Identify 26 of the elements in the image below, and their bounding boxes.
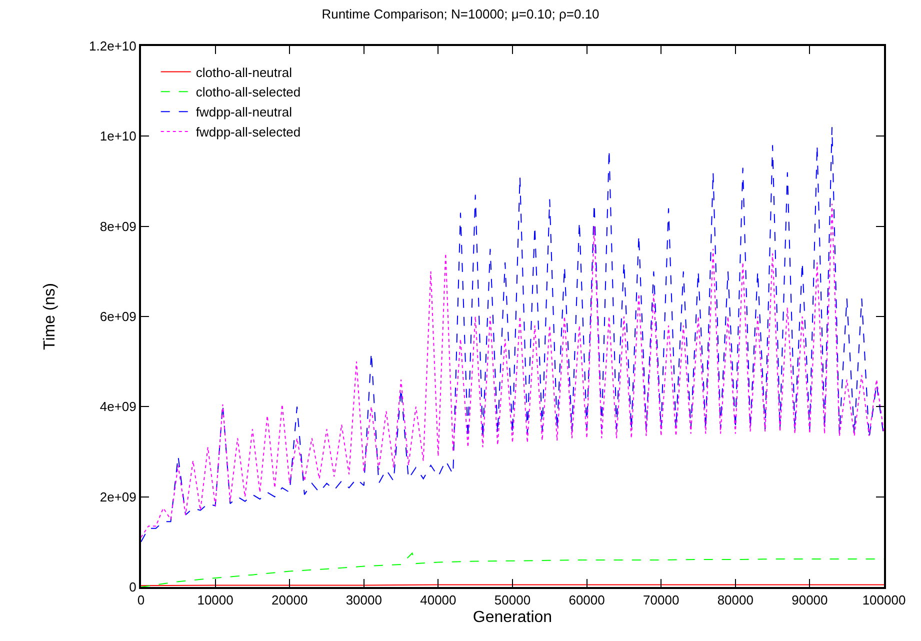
x-tick-label: 80000: [717, 592, 754, 608]
y-tick-label: 4e+09: [100, 399, 136, 414]
y-tick-label: 0: [129, 580, 136, 595]
x-tick-label: 40000: [420, 592, 456, 608]
y-tick-label: 6e+09: [100, 309, 136, 324]
x-tick-label: 50000: [494, 592, 531, 608]
y-tick-label: 8e+09: [100, 218, 136, 234]
line-series: [141, 126, 884, 542]
chart-title: Runtime Comparison; N=10000; μ=0.10; ρ=0.10: [322, 6, 600, 22]
y-tick-label: 2e+09: [100, 489, 136, 504]
y-tick-label: 1e+10: [100, 128, 136, 144]
x-tick-label: 90000: [792, 592, 828, 608]
x-tick-label: 10000: [197, 592, 234, 608]
x-tick-label: 30000: [346, 592, 382, 608]
x-tick-label: 20000: [272, 592, 308, 608]
legend-label: clotho-all-neutral: [196, 64, 292, 80]
x-tick-label: 70000: [643, 592, 680, 608]
y-axis-title: Time (ns): [41, 283, 58, 350]
x-tick-label: 100000: [862, 592, 906, 608]
y-tick-label: 1.2e+10: [89, 38, 136, 54]
x-tick-label: 60000: [568, 592, 605, 608]
legend-label: clotho-all-selected: [196, 84, 301, 100]
x-axis-title: Generation: [472, 608, 552, 626]
line-series: [141, 203, 884, 538]
legend-label: fwdpp-all-neutral: [196, 104, 292, 120]
legend-label: fwdpp-all-selected: [196, 124, 301, 140]
